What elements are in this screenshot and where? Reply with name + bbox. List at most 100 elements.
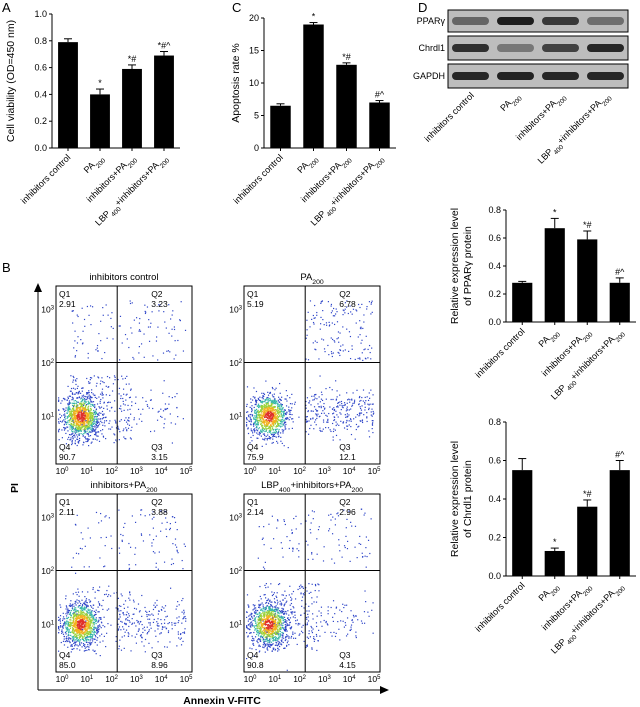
event-dot bbox=[75, 636, 78, 638]
event-dot bbox=[254, 421, 256, 423]
flow-events bbox=[58, 300, 187, 447]
blot-protein-label: Chrdl1 bbox=[418, 43, 445, 53]
event-dot bbox=[80, 392, 82, 394]
event-dot bbox=[98, 586, 101, 588]
event-dot bbox=[69, 637, 71, 639]
event-dot bbox=[88, 390, 90, 392]
event-dot bbox=[89, 402, 91, 404]
event-dot bbox=[84, 436, 86, 439]
event-dot bbox=[68, 419, 70, 422]
event-dot bbox=[291, 403, 293, 405]
event-dot bbox=[68, 634, 70, 636]
event-dot bbox=[256, 414, 258, 416]
event-dot bbox=[70, 651, 72, 653]
event-dot bbox=[83, 603, 86, 605]
event-dot bbox=[72, 417, 74, 420]
event-dot bbox=[108, 608, 110, 610]
event-dot bbox=[79, 624, 81, 626]
event-dot bbox=[72, 414, 74, 416]
flow-plot: inhibitors controlQ12.91Q23.23Q33.15Q490… bbox=[41, 272, 193, 476]
bar bbox=[544, 228, 565, 322]
event-dot bbox=[95, 617, 97, 619]
event-dot bbox=[262, 639, 264, 641]
event-dot bbox=[353, 418, 355, 420]
event-dot bbox=[84, 631, 86, 633]
event-dot bbox=[312, 518, 314, 520]
event-dot bbox=[273, 614, 276, 616]
event-dot bbox=[128, 424, 131, 426]
event-dot bbox=[256, 417, 258, 419]
event-dot bbox=[93, 375, 95, 377]
event-dot bbox=[91, 416, 93, 418]
event-dot bbox=[357, 336, 359, 338]
event-dot bbox=[128, 597, 130, 599]
event-dot bbox=[80, 628, 82, 630]
event-dot bbox=[80, 627, 82, 629]
event-dot bbox=[110, 624, 112, 626]
event-dot bbox=[89, 431, 91, 433]
event-dot bbox=[257, 415, 259, 417]
event-dot bbox=[151, 647, 153, 649]
event-dot bbox=[135, 396, 137, 398]
event-dot bbox=[176, 617, 178, 619]
event-dot bbox=[89, 434, 92, 437]
event-dot bbox=[79, 634, 81, 636]
event-dot bbox=[288, 406, 290, 408]
event-dot bbox=[80, 404, 83, 407]
event-dot bbox=[312, 628, 314, 630]
event-dot bbox=[363, 314, 365, 316]
event-dot bbox=[320, 612, 322, 614]
event-dot bbox=[268, 422, 271, 424]
event-dot bbox=[59, 622, 62, 624]
event-dot bbox=[94, 597, 96, 599]
event-dot bbox=[275, 418, 277, 420]
event-dot bbox=[85, 641, 88, 644]
event-dot bbox=[257, 411, 259, 413]
event-dot bbox=[144, 515, 146, 517]
event-dot bbox=[176, 529, 178, 531]
event-dot bbox=[128, 383, 130, 385]
event-dot bbox=[266, 416, 268, 418]
event-dot bbox=[88, 631, 90, 634]
event-dot bbox=[61, 630, 63, 633]
event-dot bbox=[371, 311, 373, 313]
event-dot bbox=[105, 536, 107, 538]
event-dot bbox=[65, 615, 68, 617]
event-dot bbox=[80, 612, 82, 614]
event-dot bbox=[118, 610, 120, 612]
event-dot bbox=[69, 627, 72, 630]
event-dot bbox=[78, 433, 80, 435]
event-dot bbox=[267, 411, 269, 413]
event-dot bbox=[94, 410, 96, 412]
event-dot bbox=[129, 396, 132, 398]
event-dot bbox=[346, 392, 348, 394]
event-dot bbox=[268, 641, 270, 643]
event-dot bbox=[64, 418, 66, 420]
event-dot bbox=[87, 433, 89, 435]
event-dot bbox=[269, 430, 272, 432]
event-dot bbox=[261, 623, 264, 625]
event-dot bbox=[167, 630, 170, 632]
event-dot bbox=[66, 426, 68, 428]
event-dot bbox=[313, 640, 315, 642]
event-dot bbox=[371, 415, 373, 417]
event-dot bbox=[266, 425, 269, 427]
event-dot bbox=[267, 599, 269, 601]
event-dot bbox=[257, 403, 260, 405]
event-dot bbox=[88, 627, 90, 629]
event-dot bbox=[268, 409, 270, 411]
event-dot bbox=[128, 397, 131, 399]
event-dot bbox=[316, 311, 318, 314]
event-dot bbox=[259, 612, 261, 614]
event-dot bbox=[99, 402, 101, 404]
event-dot bbox=[278, 396, 280, 398]
event-dot bbox=[285, 398, 287, 400]
event-dot bbox=[333, 409, 336, 411]
event-dot bbox=[129, 437, 132, 439]
event-dot bbox=[260, 413, 262, 415]
event-dot bbox=[84, 608, 86, 611]
event-dot bbox=[261, 408, 263, 410]
event-dot bbox=[63, 409, 65, 411]
event-dot bbox=[320, 430, 322, 432]
event-dot bbox=[98, 617, 100, 619]
